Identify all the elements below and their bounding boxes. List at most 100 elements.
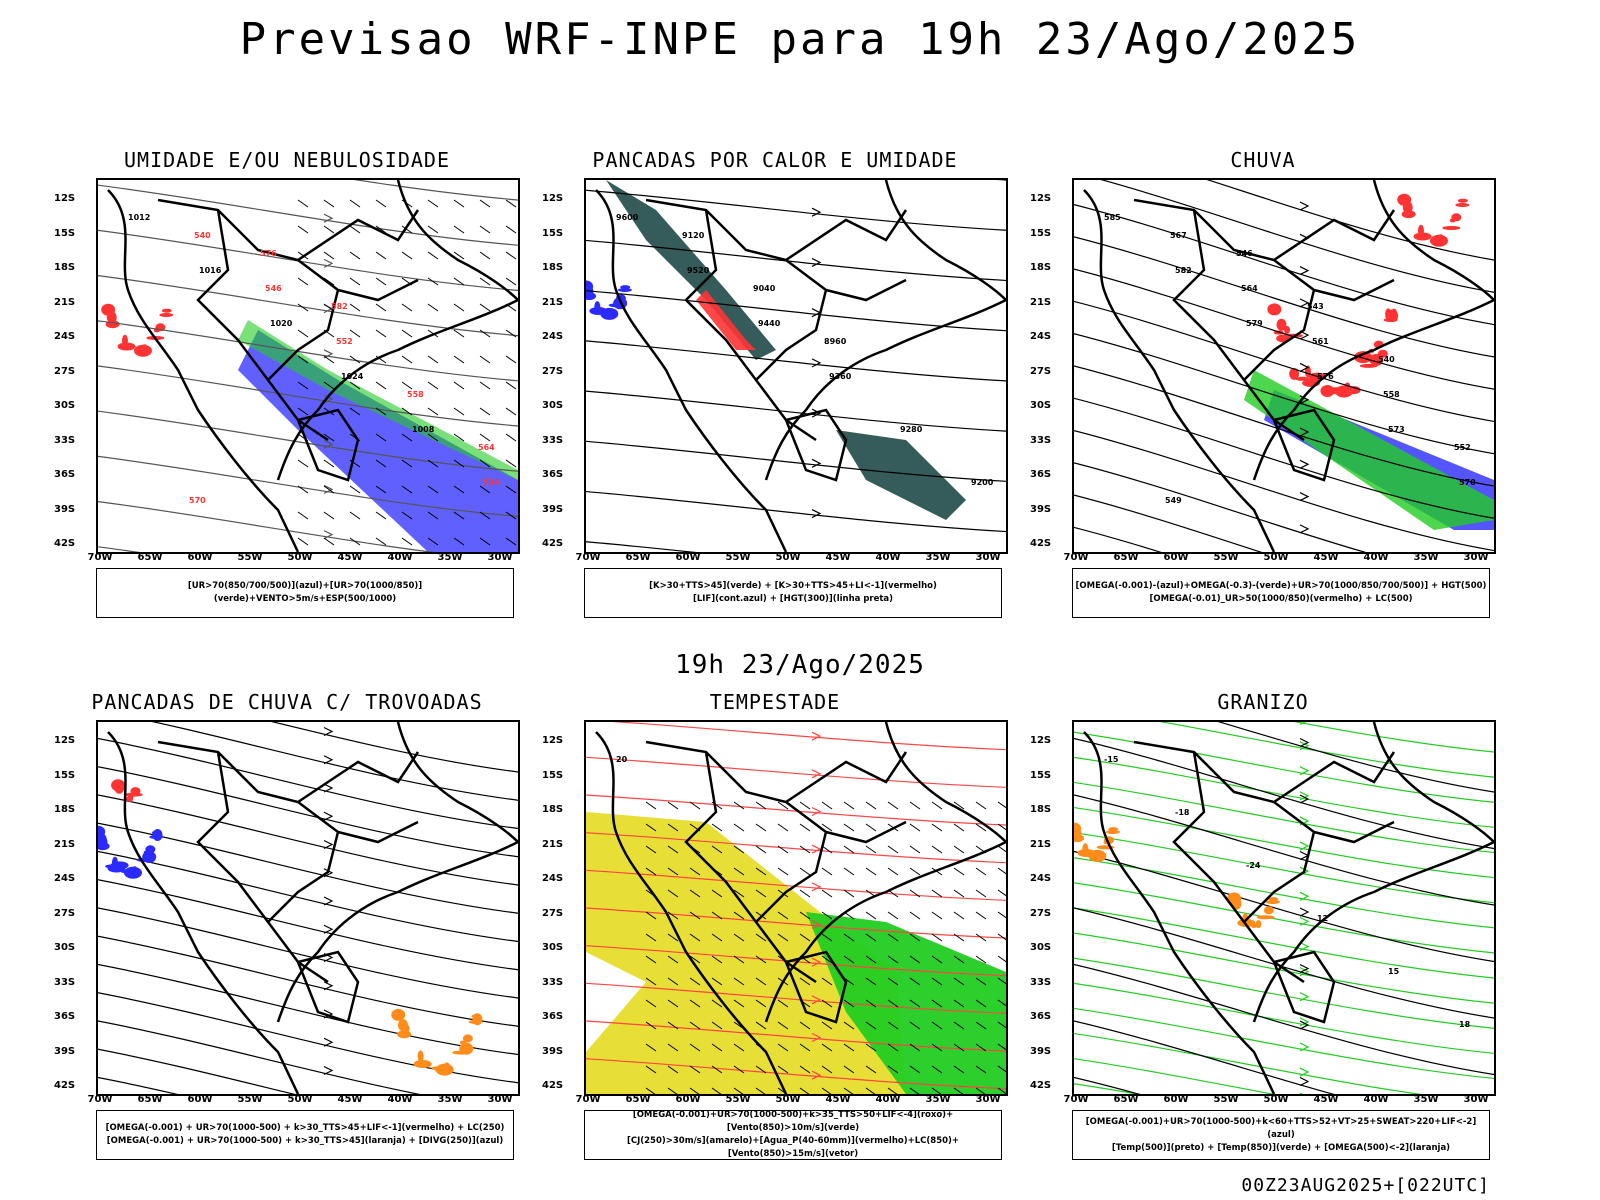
streamline <box>586 340 1006 382</box>
wind-vector <box>711 845 723 854</box>
streamline-arrow <box>1299 766 1310 776</box>
wind-vector <box>667 845 679 854</box>
wind-vector <box>711 823 723 832</box>
wind-vector <box>997 977 1006 985</box>
wind-vector <box>645 911 657 920</box>
lat-tick-label: 36S <box>1030 469 1052 480</box>
omega-orange-area <box>1263 906 1274 915</box>
lon-tick-label: 35W <box>1413 1094 1439 1105</box>
streamline <box>586 1058 1006 1090</box>
lon-tick-label: 70W <box>575 1094 601 1105</box>
rain-red-area <box>1289 367 1300 380</box>
streamline <box>271 722 518 773</box>
lon-tick-label: 65W <box>1113 552 1139 563</box>
wind-vector <box>733 867 745 876</box>
rain-red-area <box>1442 225 1461 230</box>
wind-vector <box>375 407 387 416</box>
wind-vector <box>887 933 899 942</box>
panel-legend: [OMEGA(-0.001) + UR>70(1000-500) + k>30_… <box>96 1110 514 1160</box>
contour-label: 540 <box>1378 355 1395 364</box>
streamline <box>586 832 1006 864</box>
wind-vector <box>887 801 899 810</box>
streamline-arrow <box>1299 891 1310 901</box>
thickness-label-blob <box>117 342 136 351</box>
contour-label: 540 <box>194 231 211 240</box>
wind-vector <box>711 999 723 1008</box>
lon-tick-label: 65W <box>137 1094 163 1105</box>
wind-vector <box>953 955 965 964</box>
panel-title: TEMPESTADE <box>709 690 841 714</box>
streamline <box>1074 1032 1422 1094</box>
contour-label: 579 <box>1246 319 1263 328</box>
streamline <box>98 365 518 427</box>
streamline-arrow <box>811 1032 822 1043</box>
wind-vector <box>349 199 361 208</box>
wind-vector <box>997 801 1006 809</box>
legend-line: [LIF](cont.azul) + [HGT(300)](linha pret… <box>692 594 894 604</box>
lon-tick-label: 35W <box>437 552 463 563</box>
contour-label: 1024 <box>341 372 364 381</box>
wind-vector <box>645 867 657 876</box>
coastline <box>107 180 518 552</box>
panel-legend: [UR>70(850/700/500)](azul)+[UR>70(1000/8… <box>96 568 514 618</box>
wind-vector <box>909 1021 921 1030</box>
wind-vector <box>909 845 921 854</box>
divergence-blue-area <box>98 827 104 836</box>
omega-orange-area <box>1108 827 1119 832</box>
map-canvas: -15 -18 -24 12 15 18 <box>1074 722 1494 1094</box>
streamline <box>1293 722 1494 753</box>
lat-tick-label: 39S <box>542 1045 564 1057</box>
wind-vector <box>453 329 465 338</box>
wind-vector <box>323 511 335 520</box>
wind-vector <box>953 1087 964 1094</box>
lat-tick-label: 12S <box>54 193 76 204</box>
legend-line: [CJ(250)>30m/s](amarelo)+[Agua_P(40-60mm… <box>626 1136 960 1159</box>
streamline-arrow <box>1299 492 1310 502</box>
rain-red-area <box>1457 198 1468 203</box>
convection-orange-area <box>397 1030 412 1039</box>
rain-red-area <box>1385 308 1392 321</box>
lat-tick-label: 42S <box>54 1080 76 1091</box>
streamline <box>586 1020 1006 1052</box>
streamline-arrow <box>811 509 822 519</box>
map-canvas: 585 582 579 576 573 570 567 564 561 558 552 549 546 5… <box>1074 180 1494 552</box>
wind-vector <box>843 977 855 986</box>
lat-tick-label: 12S <box>1030 735 1052 746</box>
streamline <box>586 189 1006 231</box>
wind-vector <box>667 823 679 832</box>
lon-tick-label: 70W <box>87 552 113 563</box>
streamline <box>1074 1083 1141 1094</box>
wind-vector <box>931 889 943 898</box>
wind-vector <box>689 889 701 898</box>
wind-vector <box>799 823 811 832</box>
wind-vector <box>733 1087 744 1094</box>
wind-vector <box>997 955 1006 963</box>
wind-vector <box>479 277 491 286</box>
wind-vector <box>755 999 767 1008</box>
wind-vector <box>505 277 517 286</box>
wind-vector <box>711 911 723 920</box>
lat-tick-label: 27S <box>542 365 564 377</box>
contour-label: 576 <box>260 249 277 258</box>
wind-vector <box>733 977 745 986</box>
coastline <box>595 722 1006 1094</box>
contour-label: 582 <box>331 302 348 311</box>
wind-vector <box>427 459 439 468</box>
wind-vector <box>865 999 877 1008</box>
lat-tick-label: 33S <box>54 976 76 988</box>
lat-tick-label: 12S <box>542 735 564 746</box>
streamline-arrow <box>1299 791 1310 801</box>
lat-tick-label: 15S <box>542 227 564 239</box>
map-canvas: 9600 9520 9440 9360 9280 9200 9120 9040 8960 <box>586 180 1006 552</box>
streamline <box>1074 268 1494 390</box>
streamline <box>98 229 518 291</box>
lat-tick-label: 30S <box>542 942 564 953</box>
convection-orange-area <box>431 1066 450 1071</box>
wind-vector <box>909 999 921 1008</box>
streamline <box>1074 882 1494 954</box>
wind-vector <box>479 433 491 442</box>
contour-label: 546 <box>1236 249 1253 258</box>
streamline <box>98 794 518 886</box>
wind-vector <box>505 511 517 520</box>
lon-tick-label: 55W <box>725 1094 751 1105</box>
